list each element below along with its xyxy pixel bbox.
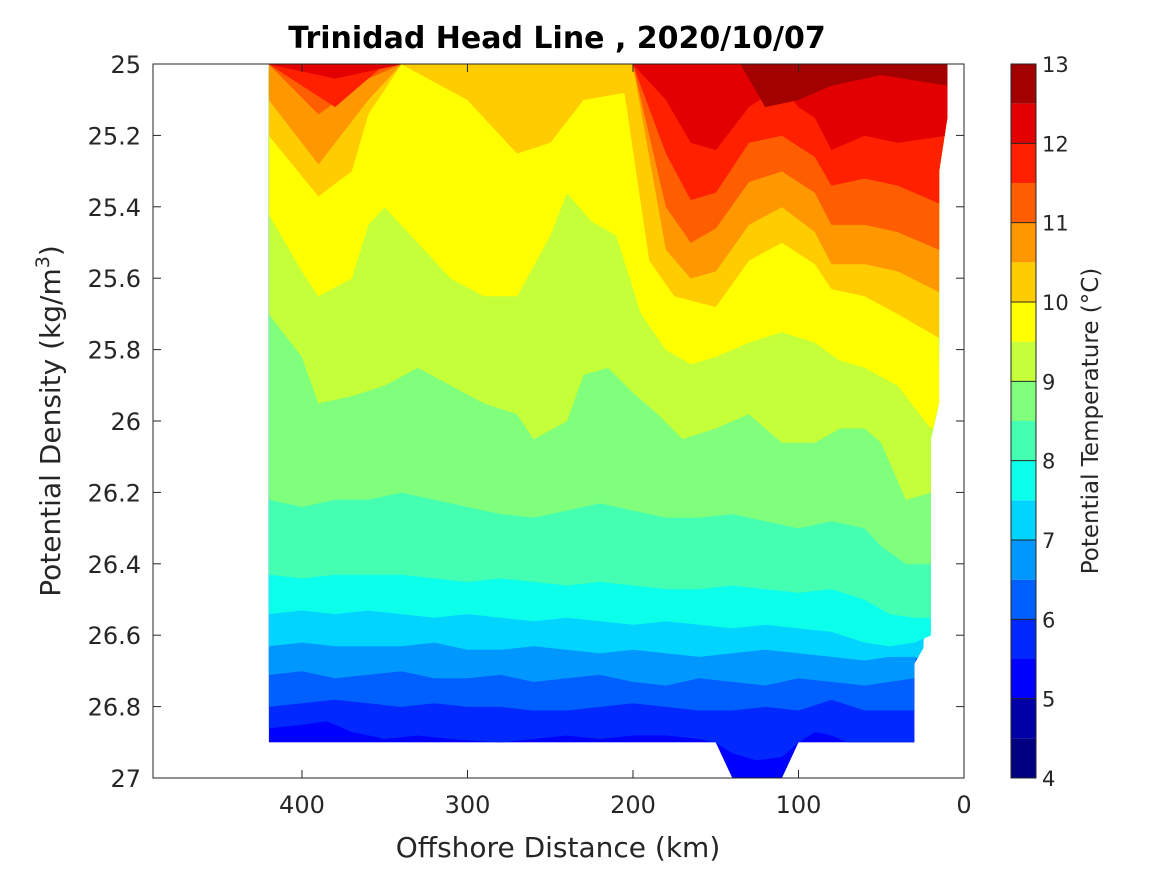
y-tick-label: 26.8 (88, 694, 141, 722)
colorbar-bin (1011, 222, 1036, 263)
colorbar-bin (1011, 64, 1036, 104)
plot-area: 400 300 200 100 0 25 25.2 25.4 25.6 25.8 26 26.2 26… (88, 51, 972, 819)
colorbar-bin (1011, 659, 1036, 699)
chart-title: Trinidad Head Line , 2020/10/07 (288, 21, 825, 56)
x-tick-label: 200 (610, 791, 656, 819)
x-axis-label: Offshore Distance (km) (396, 831, 721, 864)
y-tick-label: 25 (110, 51, 141, 79)
colorbar-tick-label: 8 (1042, 450, 1055, 474)
y-tick-label: 25.2 (88, 122, 141, 150)
colorbar-bin (1011, 262, 1036, 302)
colorbar-bin (1011, 460, 1036, 501)
colorbar-tick-label: 5 (1042, 688, 1055, 712)
x-tick-label: 400 (279, 791, 325, 819)
x-tick-label: 300 (445, 791, 491, 819)
contour-band-12-5 (740, 64, 948, 108)
colorbar-tick-label: 7 (1042, 529, 1055, 553)
colorbar-tick-label: 13 (1042, 53, 1069, 77)
x-axis-ticks: 400 300 200 100 0 (279, 64, 972, 819)
colorbar-tick-label: 6 (1042, 608, 1055, 632)
colorbar-bin (1011, 619, 1036, 659)
x-tick-label: 0 (956, 791, 971, 819)
colorbar-ticks: 13 12 11 10 9 8 7 6 5 4 (1011, 53, 1069, 791)
colorbar-bin (1011, 103, 1036, 144)
colorbar-bin (1011, 579, 1036, 620)
y-tick-label: 25.4 (88, 194, 141, 222)
colorbar-bin (1011, 698, 1036, 739)
colorbar: 13 12 11 10 9 8 7 6 5 4 (1010, 53, 1069, 791)
x-tick-label: 100 (776, 791, 822, 819)
colorbar-label: Potential Temperature (°C) (1078, 268, 1104, 575)
y-tick-label: 26 (110, 408, 141, 436)
colorbar-bin (1011, 540, 1036, 580)
colorbar-tick-label: 11 (1042, 212, 1069, 236)
y-tick-label: 26.4 (88, 551, 141, 579)
colorbar-tick-label: 12 (1042, 132, 1069, 156)
colorbar-bin (1011, 421, 1036, 461)
colorbar-bin (1011, 143, 1036, 183)
y-axis-label: Potential Density (kg/m3) (32, 245, 67, 597)
y-axis-label-main: Potential Density (kg/m (34, 268, 67, 597)
y-axis-ticks: 25 25.2 25.4 25.6 25.8 26 26.2 26.4 26.6 26.8 27 (88, 51, 964, 793)
colorbar-bin (1011, 183, 1036, 223)
colorbar-bins (1011, 64, 1036, 778)
y-tick-label: 26.2 (88, 479, 141, 507)
y-tick-label: 25.8 (88, 337, 141, 365)
colorbar-bin (1011, 738, 1036, 778)
contour-bands (268, 64, 948, 778)
colorbar-bin (1011, 302, 1036, 342)
colorbar-bin (1011, 500, 1036, 540)
y-tick-label: 27 (110, 765, 141, 793)
colorbar-tick-label: 4 (1042, 767, 1055, 791)
colorbar-bin (1011, 381, 1036, 421)
y-axis-label-superscript: 3 (32, 256, 54, 268)
y-tick-label: 25.6 (88, 265, 141, 293)
colorbar-bin (1011, 341, 1036, 382)
y-axis-label-close: ) (34, 245, 67, 256)
colorbar-tick-label: 10 (1042, 291, 1069, 315)
y-tick-label: 26.6 (88, 622, 141, 650)
colorbar-tick-label: 9 (1042, 370, 1055, 394)
